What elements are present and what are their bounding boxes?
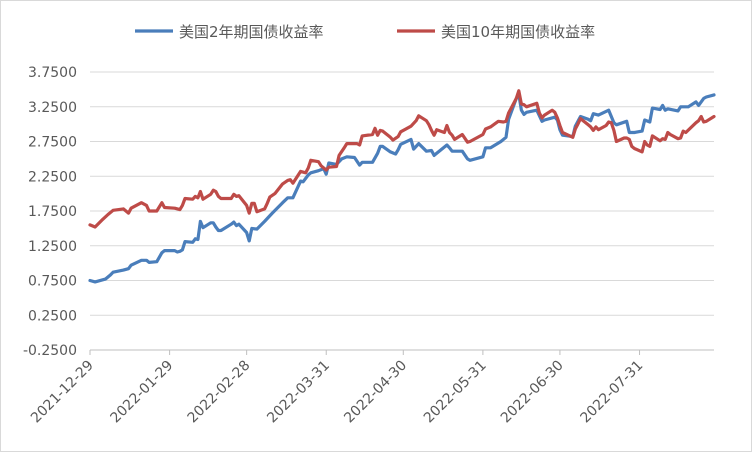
series-lines: [88, 89, 716, 284]
x-tick-label: 2022-06-30: [498, 358, 567, 427]
x-tick-label: 2022-05-31: [421, 358, 490, 427]
y-axis-labels: 3.7500 3.2500 2.7500 2.2500 1.7500 1.2500 0.75…: [23, 65, 77, 359]
series-line-2: [88, 89, 716, 229]
y-tick-label: 2.2500: [28, 169, 77, 185]
x-axis-labels: 2021-12-29 2022-01-29 2022-02-28 2022-03-31…: [28, 358, 646, 427]
series-line-1: [88, 92, 716, 284]
y-tick-label: 2.7500: [28, 135, 77, 151]
x-tick-label: 2022-04-30: [341, 358, 410, 427]
y-tick-label: 1.7500: [28, 204, 77, 220]
y-tick-label: 1.2500: [28, 239, 77, 255]
y-tick-label: 0.2500: [28, 308, 77, 324]
x-tick-label: 2022-03-31: [264, 358, 333, 427]
legend-label: 美国10年期国债收益率: [441, 23, 595, 41]
y-tick-label: -0.2500: [23, 343, 77, 359]
y-tick-label: 3.7500: [28, 65, 77, 81]
y-tick-label: 0.7500: [28, 274, 77, 290]
x-tick-label: 2021-12-29: [28, 358, 97, 427]
x-tick-label: 2022-07-31: [578, 358, 647, 427]
legend: 美国2年期国债收益率 美国10年期国债收益率: [135, 23, 595, 41]
gridlines: [90, 71, 714, 316]
x-axis: [89, 349, 714, 355]
y-tick-label: 3.2500: [28, 100, 77, 116]
x-tick-label: 2022-02-28: [185, 358, 254, 427]
x-tick-label: 2022-01-29: [108, 358, 177, 427]
legend-label: 美国2年期国债收益率: [179, 23, 324, 41]
